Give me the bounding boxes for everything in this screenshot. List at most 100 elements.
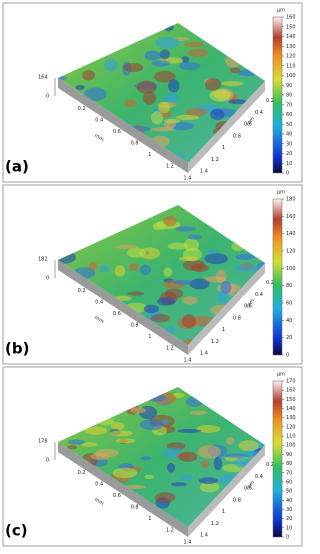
colorbar-tick-label: 140	[286, 406, 296, 412]
surface-side	[188, 81, 265, 173]
surface-feature	[140, 456, 152, 461]
colorbar-unit: µm	[277, 372, 285, 378]
y-axis-label: mm	[245, 116, 256, 127]
surface-feature	[83, 87, 107, 102]
x-tick-label: 1.2	[166, 346, 174, 352]
surface-feature	[204, 253, 228, 265]
colorbar-tick-label: 120	[286, 54, 296, 60]
surface-feature	[262, 102, 265, 115]
y-tick-label: 1.2	[211, 521, 219, 527]
surface-side	[58, 260, 188, 355]
surface-side	[58, 442, 188, 537]
surface-feature	[173, 279, 194, 285]
y-tick-label: 0.2	[266, 280, 274, 286]
surface-feature	[157, 297, 176, 306]
colorbar-tick-label: 50	[286, 489, 292, 495]
surface-feature	[163, 119, 177, 129]
colorbar-tick-label: 60	[286, 479, 292, 485]
surface-feature	[182, 314, 197, 329]
surface-feature	[189, 278, 210, 290]
colorbar	[272, 16, 283, 174]
colorbar-tick-label: 0	[286, 353, 289, 359]
x-tick-label: 0.2	[78, 106, 86, 112]
surface-feature	[127, 291, 145, 296]
surface-feature	[124, 99, 138, 108]
surface-feature	[181, 56, 190, 63]
surface-feature	[206, 249, 219, 255]
surface-feature	[139, 264, 152, 276]
z-max-label: 182	[38, 257, 48, 263]
x-tick-label: 1.4	[184, 175, 192, 181]
panel-label lbl: (c)	[5, 522, 28, 540]
colorbar-tick-label: 120	[286, 424, 296, 430]
y-tick-label: 0.4	[255, 292, 263, 298]
colorbar-tick-label: 20	[286, 516, 292, 522]
colorbar-tick-label: 100	[286, 73, 296, 79]
y-tick-label: 1.2	[211, 157, 219, 163]
x-tick-label: 1.2	[166, 528, 174, 534]
y-tick-label: 0.8	[233, 315, 241, 321]
y-tick-label: 0.4	[255, 110, 263, 116]
surface-feature	[259, 486, 265, 491]
panel: 17800.20.40.60.811.21.4mm1.41.210.80.60.…	[2, 366, 303, 547]
surface-feature	[221, 80, 244, 87]
surface-feature	[224, 453, 250, 458]
z-min-label: 0	[46, 458, 49, 464]
colorbar-tick-label: 40	[286, 132, 292, 138]
colorbar-tick-label: 80	[286, 461, 292, 467]
colorbar-tick-label: 160	[286, 388, 296, 394]
surface-feature	[177, 428, 202, 434]
surface-feature	[164, 288, 184, 299]
x-tick-label: 0.4	[95, 300, 103, 306]
panel-label lbl: (a)	[5, 158, 29, 176]
y-tick-label: 0.8	[233, 497, 241, 503]
surface-side	[58, 78, 188, 173]
surface-feature	[143, 304, 160, 314]
surface-feature	[166, 462, 176, 473]
surface-feature	[163, 215, 177, 227]
z-max-label: 164	[38, 75, 48, 81]
surface-feature	[215, 269, 227, 284]
surface-feature	[235, 253, 255, 260]
surface-feature	[190, 263, 209, 273]
surface-feature	[179, 61, 201, 71]
colorbar-tick-label: 60	[286, 112, 292, 118]
x-tick-label: 1.4	[184, 539, 192, 545]
y-tick-label: 1.4	[200, 533, 208, 539]
surface-side	[188, 263, 265, 355]
y-tick-label: 1	[222, 509, 225, 515]
surface-feature	[185, 396, 204, 407]
x-tick-label: 0.6	[113, 493, 121, 499]
panel: 18200.20.40.60.811.21.4mm1.41.210.80.60.…	[2, 184, 303, 365]
surface-feature	[170, 122, 195, 131]
x-tick-label: 0.8	[131, 323, 139, 329]
surface-feature	[199, 481, 220, 493]
y-tick-label: 1.4	[200, 351, 208, 357]
colorbar-tick-label: 70	[286, 102, 292, 108]
surface-texture	[67, 392, 265, 509]
colorbar-tick-label: 10	[286, 525, 292, 531]
colorbar-tick-label: 140	[286, 34, 296, 40]
surface-feature	[189, 410, 209, 415]
colorbar-tick-label: 130	[286, 415, 296, 421]
colorbar-tick-label: 40	[286, 318, 292, 324]
colorbar-tick-label: 90	[286, 83, 292, 89]
surface-feature	[58, 250, 76, 264]
y-tick-label: 0.4	[255, 474, 263, 480]
surface-feature	[165, 326, 176, 334]
surface-feature	[178, 451, 198, 463]
colorbar-tick-label: 110	[286, 434, 296, 440]
surface-feature	[82, 70, 96, 81]
surface-feature	[130, 407, 146, 414]
colorbar-tick-label: 130	[286, 44, 296, 50]
surface-feature	[180, 474, 193, 481]
y-tick-label: 1.2	[211, 339, 219, 345]
colorbar-tick-label: 80	[286, 283, 292, 289]
panel-border	[2, 366, 303, 547]
surface-feature	[237, 69, 258, 77]
z-min-label: 0	[46, 94, 49, 100]
x-tick-label: 1.2	[166, 164, 174, 170]
z-max-label: 178	[38, 439, 48, 445]
surface-feature	[126, 248, 146, 258]
x-tick-label: 0.2	[78, 288, 86, 294]
